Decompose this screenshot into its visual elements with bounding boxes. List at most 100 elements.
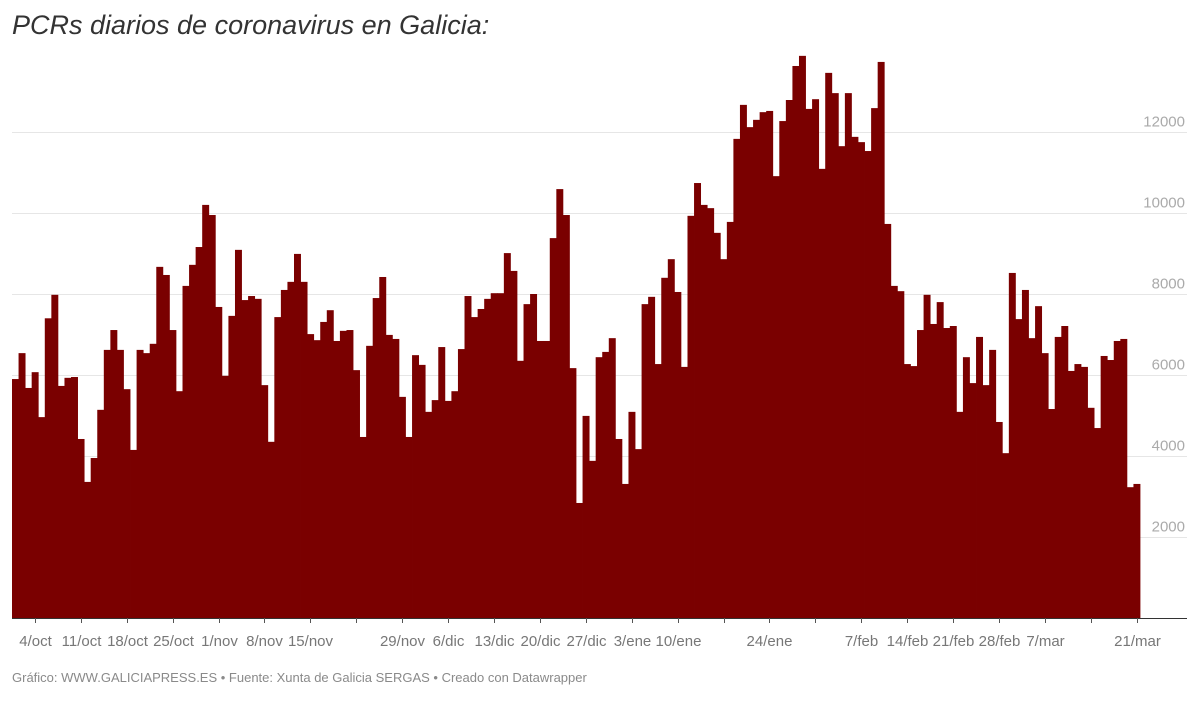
bar: 8/oct: 5730 [57, 385, 65, 618]
bar: 30/ene: 12570 [805, 108, 813, 618]
bar: 1/feb: 11090 [818, 168, 826, 619]
x-tick-label: 8/nov [246, 633, 283, 650]
bar: 2/nov: 5980 [221, 375, 229, 618]
x-tick-label: 29/nov [380, 633, 426, 650]
bar: 25/nov: 7900 [372, 298, 380, 618]
bar: 19/oct: 4150 [130, 449, 138, 618]
bar: 24/nov: 6720 [366, 345, 374, 618]
bar: 7/oct: 7980 [51, 294, 59, 618]
bar: 2/ene: 3310 [621, 483, 629, 618]
bar: 13/oct: 3950 [90, 458, 98, 618]
bar: 27/feb: 6620 [989, 349, 997, 618]
bar: 12/feb: 8200 [890, 285, 898, 618]
bar: 15/oct: 6620 [103, 349, 111, 618]
bar: 26/oct: 5600 [175, 391, 183, 618]
bar: 21/oct: 6540 [143, 353, 151, 618]
x-tick-label: 7/feb [845, 633, 878, 650]
bar: 17/nov: 7310 [320, 321, 328, 618]
bar: 9/mar: 6940 [1054, 336, 1062, 618]
x-tick-label: 14/feb [887, 633, 929, 650]
bar: 13/feb: 8070 [897, 291, 905, 618]
y-tick-label: 2000 [1152, 519, 1185, 536]
bar: 3/nov: 7460 [228, 315, 236, 618]
bar: 22/nov: 6120 [353, 370, 360, 618]
bar: 25/ene: 10910 [772, 176, 780, 618]
bar: 1/dic: 6490 [412, 355, 420, 618]
bar: 11/feb: 9730 [884, 223, 892, 618]
bar: 9/dic: 7950 [464, 296, 472, 618]
bar: 14/ene: 10200 [700, 204, 708, 618]
bar: 3/ene: 5090 [628, 411, 636, 618]
bar: 4/feb: 11650 [838, 146, 846, 619]
x-tick-label: 25/oct [153, 633, 195, 650]
bar: 20/nov: 7090 [339, 330, 347, 618]
bar: 15/nov: 7010 [307, 334, 315, 618]
bar: 23/ene: 12490 [759, 112, 767, 618]
bar: 13/mar: 6200 [1080, 366, 1088, 618]
bar: 26/dic: 2840 [576, 502, 583, 618]
bar: 2/dic: 6250 [418, 364, 426, 619]
bar: 12/dic: 7880 [484, 298, 492, 618]
bar: 21/ene: 12120 [746, 127, 754, 618]
x-tick-label: 6/dic [433, 633, 465, 650]
bar: 4/oct: 6070 [31, 372, 39, 618]
bar: 15/feb: 6220 [910, 366, 918, 618]
bar: 10/feb: 13730 [877, 61, 885, 619]
bar: 23/feb: 6440 [962, 357, 970, 618]
bar: 23/nov: 4470 [359, 436, 367, 618]
bar: 8/ene: 8400 [661, 277, 669, 618]
bar: 18/mar: 6840 [1113, 340, 1121, 618]
bar: 14/nov: 8300 [300, 281, 308, 618]
y-tick-label: 12000 [1143, 114, 1185, 131]
x-tick-label: 15/nov [288, 633, 334, 650]
bar: 17/feb: 7980 [923, 294, 931, 618]
bar: 31/ene: 12810 [812, 99, 820, 618]
bar: 29/oct: 9160 [195, 247, 203, 618]
x-axis: 4/oct 11/oct 18/oct 25/oct 1/nov 8/nov 15/nov 2… [12, 618, 1187, 650]
y-axis: 2000 4000 6000 8000 10000 12000 [1143, 114, 1185, 536]
bar: 16/feb: 7110 [917, 330, 924, 618]
bar: 7/feb: 11750 [858, 142, 865, 619]
bar: 19/dic: 8000 [530, 294, 538, 618]
x-tick-label: 4/oct [19, 633, 52, 650]
bar: 4/dic: 5380 [431, 400, 439, 618]
bar: 1/nov: 7680 [215, 306, 223, 618]
bar: 19/feb: 7800 [936, 302, 944, 618]
bars: 1/oct: 59002/oct: 65403/oct: 56804/oct: … [12, 55, 1141, 619]
x-tick-label: 1/nov [201, 633, 238, 650]
bar: 29/ene: 13880 [798, 55, 806, 619]
bar: 6/ene: 7930 [648, 296, 656, 618]
bar: 24/oct: 8470 [162, 274, 170, 618]
bar: 29/dic: 6440 [595, 357, 603, 618]
bar: 18/dic: 7750 [523, 304, 531, 619]
bar: 9/ene: 8860 [667, 259, 675, 618]
bar: 27/oct: 8200 [182, 285, 190, 618]
bar: 21/mar: 3310 [1133, 483, 1141, 618]
bar: 20/mar: 3230 [1126, 487, 1134, 618]
y-tick-label: 10000 [1143, 195, 1185, 212]
bar: 10/mar: 7210 [1061, 326, 1069, 618]
bar: 26/feb: 5750 [982, 385, 990, 619]
bar: 2/mar: 8520 [1008, 272, 1016, 618]
bar: 22/dic: 9380 [549, 238, 557, 619]
bar: 23/dic: 10590 [556, 189, 564, 618]
bar: 7/ene: 6270 [654, 364, 662, 618]
bar: 20/feb: 7160 [943, 328, 951, 618]
bar: 17/dic: 6350 [516, 360, 524, 618]
bar: 13/nov: 8990 [294, 253, 301, 618]
bar: 18/feb: 7260 [930, 323, 938, 618]
bar: 24/dic: 9950 [562, 215, 570, 618]
bar: 19/ene: 11830 [733, 138, 741, 618]
bar: 17/ene: 8860 [720, 259, 728, 618]
bar: 14/feb: 6270 [903, 364, 911, 618]
x-tick-label: 7/mar [1026, 633, 1064, 650]
bar: 27/dic: 4990 [582, 415, 590, 618]
bar: 14/mar: 5190 [1087, 407, 1095, 618]
bar: 11/ene: 6200 [680, 366, 688, 618]
y-tick-label: 8000 [1152, 276, 1185, 293]
x-tick-label: 21/mar [1114, 633, 1161, 650]
bar: 5/dic: 6690 [438, 347, 446, 618]
bar: 6/nov: 7950 [248, 296, 256, 618]
bar: 28/ene: 13630 [792, 65, 800, 619]
x-tick-label: 20/dic [520, 633, 561, 650]
